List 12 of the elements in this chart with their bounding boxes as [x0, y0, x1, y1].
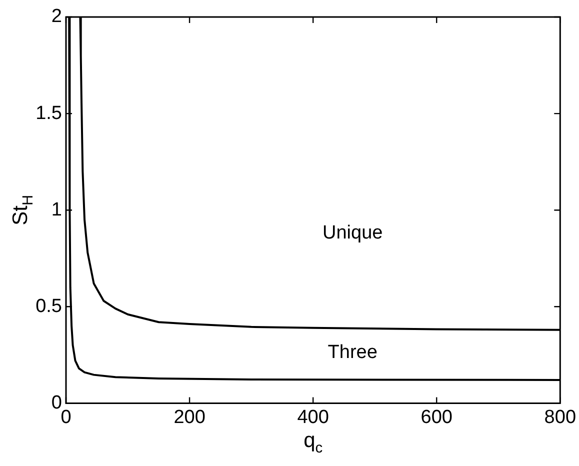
x-tick-label: 600 — [420, 406, 452, 428]
annotation: Unique — [322, 222, 383, 244]
y-tick-label: 2 — [51, 6, 62, 28]
x-tick-label: 800 — [544, 406, 576, 428]
x-tick-label: 200 — [174, 406, 206, 428]
y-tick-label: 1.5 — [36, 102, 62, 124]
x-tick-label: 400 — [297, 406, 329, 428]
y-axis-title: StH — [8, 194, 36, 226]
annotation: Three — [328, 342, 378, 364]
y-tick-label: 1 — [51, 199, 62, 220]
y-tick-label: 0.5 — [36, 296, 62, 317]
y-tick-label: 0 — [51, 392, 62, 414]
